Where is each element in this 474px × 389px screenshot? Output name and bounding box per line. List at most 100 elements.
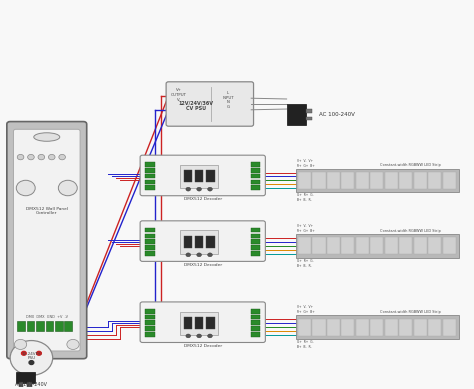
Text: AC 100-240V: AC 100-240V — [16, 382, 47, 387]
FancyBboxPatch shape — [7, 122, 87, 359]
Bar — [356, 237, 369, 254]
Circle shape — [59, 154, 65, 160]
Bar — [312, 172, 326, 189]
Bar — [146, 251, 155, 256]
Bar — [251, 321, 260, 325]
Bar — [17, 321, 25, 331]
Circle shape — [27, 154, 34, 160]
Text: G+  R+  G-
B+  B-  R-: G+ R+ G- B+ B- R- — [297, 259, 314, 268]
Bar — [356, 172, 369, 189]
Bar — [399, 172, 412, 189]
Bar — [251, 174, 260, 178]
Circle shape — [208, 187, 212, 191]
FancyBboxPatch shape — [140, 221, 265, 261]
Bar — [312, 237, 326, 254]
Bar — [27, 382, 32, 389]
Text: Constant-width RGBWW LED Strip: Constant-width RGBWW LED Strip — [380, 163, 441, 167]
Bar — [251, 228, 260, 232]
Bar — [296, 234, 459, 258]
Bar — [36, 321, 44, 331]
Bar — [251, 185, 260, 190]
Bar — [206, 170, 215, 182]
Bar — [298, 172, 311, 189]
Circle shape — [67, 339, 79, 349]
Bar — [341, 237, 355, 254]
Text: DMX512 Decoder: DMX512 Decoder — [183, 263, 222, 266]
Ellipse shape — [34, 133, 60, 141]
Bar — [443, 237, 456, 254]
Text: Constant-width RGBWW LED Strip: Constant-width RGBWW LED Strip — [380, 310, 441, 314]
Bar — [251, 162, 260, 167]
Circle shape — [186, 187, 191, 191]
Bar — [296, 315, 459, 338]
Bar — [206, 235, 215, 248]
Bar — [370, 237, 383, 254]
Bar — [251, 315, 260, 319]
Bar — [146, 162, 155, 167]
Bar — [18, 382, 23, 389]
Bar — [327, 172, 340, 189]
Bar — [183, 317, 192, 329]
Bar — [399, 237, 412, 254]
Bar — [414, 319, 427, 336]
Bar — [370, 172, 383, 189]
Circle shape — [186, 253, 191, 257]
Bar — [251, 309, 260, 314]
FancyBboxPatch shape — [140, 155, 265, 196]
Bar — [16, 372, 35, 383]
Circle shape — [21, 351, 26, 355]
Bar — [428, 237, 441, 254]
Bar — [146, 233, 155, 238]
Bar — [251, 245, 260, 250]
Bar — [443, 319, 456, 336]
Bar — [195, 170, 203, 182]
Bar — [146, 245, 155, 250]
Bar — [327, 319, 340, 336]
Circle shape — [208, 334, 212, 338]
Circle shape — [16, 180, 35, 196]
Bar — [180, 165, 218, 188]
Circle shape — [58, 180, 77, 196]
Circle shape — [48, 154, 55, 160]
FancyBboxPatch shape — [166, 82, 254, 126]
Bar — [370, 319, 383, 336]
Bar — [251, 326, 260, 331]
Text: DMX512 Wall Panel
Controller: DMX512 Wall Panel Controller — [26, 207, 68, 216]
Circle shape — [38, 154, 45, 160]
Bar — [146, 239, 155, 244]
Circle shape — [36, 351, 41, 355]
Bar — [414, 237, 427, 254]
Bar — [195, 235, 203, 248]
Bar — [306, 109, 312, 113]
Bar — [206, 317, 215, 329]
Text: G+  R+  G-
B+  B-  R-: G+ R+ G- B+ B- R- — [297, 340, 314, 349]
Bar — [55, 321, 63, 331]
Bar — [146, 326, 155, 331]
Bar — [414, 172, 427, 189]
Bar — [399, 319, 412, 336]
Text: V+  V-  V+
R+  G+  B+: V+ V- V+ R+ G+ B+ — [297, 224, 315, 233]
FancyBboxPatch shape — [13, 129, 80, 351]
Text: AC 100-240V: AC 100-240V — [319, 112, 355, 117]
Text: DMX512 Decoder: DMX512 Decoder — [183, 197, 222, 201]
Bar — [312, 319, 326, 336]
Bar — [296, 169, 459, 192]
Bar — [341, 319, 355, 336]
Circle shape — [197, 334, 201, 338]
Bar — [251, 332, 260, 337]
Bar — [46, 321, 53, 331]
Bar — [195, 317, 203, 329]
Bar — [251, 179, 260, 184]
Text: 12-24VDC
PSU: 12-24VDC PSU — [21, 352, 42, 360]
Text: V+
OUTPUT
V-: V+ OUTPUT V- — [171, 88, 187, 102]
Bar — [287, 104, 307, 125]
Text: L
INPUT
N
G: L INPUT N G — [222, 91, 234, 109]
Text: DMX  DMX  GND  +V  -V: DMX DMX GND +V -V — [26, 315, 68, 319]
Bar — [183, 235, 192, 248]
Bar — [146, 332, 155, 337]
Bar — [341, 172, 355, 189]
Bar — [298, 319, 311, 336]
Bar — [180, 312, 218, 335]
Circle shape — [10, 340, 53, 375]
Bar — [251, 239, 260, 244]
